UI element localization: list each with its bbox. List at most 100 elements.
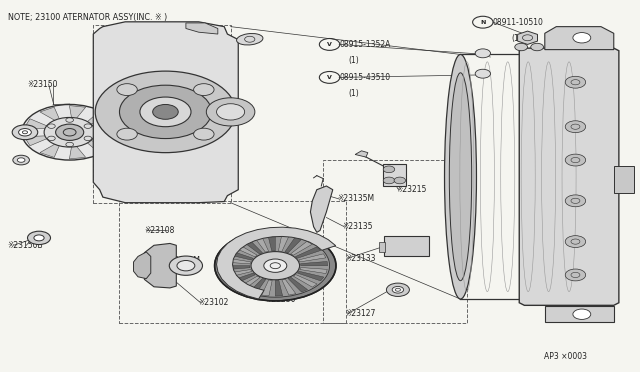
Ellipse shape (237, 33, 263, 45)
Ellipse shape (449, 73, 472, 281)
Polygon shape (300, 267, 327, 273)
Circle shape (17, 158, 25, 162)
Circle shape (117, 84, 138, 96)
Text: ※23150B: ※23150B (7, 241, 43, 250)
Circle shape (394, 177, 406, 184)
Polygon shape (262, 280, 272, 296)
Polygon shape (223, 266, 250, 270)
Text: (1): (1) (511, 34, 522, 43)
Polygon shape (255, 236, 269, 252)
Polygon shape (249, 279, 266, 294)
Polygon shape (243, 239, 262, 254)
Circle shape (153, 105, 178, 119)
Text: ※23118: ※23118 (145, 185, 175, 194)
Circle shape (565, 154, 586, 166)
Text: ※23135M: ※23135M (337, 195, 374, 203)
Polygon shape (186, 23, 218, 34)
Circle shape (573, 33, 591, 43)
Polygon shape (82, 112, 109, 126)
Polygon shape (278, 235, 289, 251)
Text: N: N (480, 20, 486, 25)
Polygon shape (216, 227, 336, 299)
Text: (1): (1) (349, 89, 360, 98)
Text: ※23120M: ※23120M (164, 256, 200, 264)
Polygon shape (296, 247, 321, 258)
Circle shape (177, 260, 195, 271)
Polygon shape (227, 250, 253, 260)
Bar (93, 25, 230, 203)
Text: AP3 ×0003: AP3 ×0003 (543, 352, 586, 361)
Text: ※23133: ※23133 (346, 254, 376, 263)
Bar (323, 160, 467, 323)
Text: ※23120: ※23120 (157, 137, 188, 146)
Polygon shape (268, 235, 275, 251)
Circle shape (475, 69, 490, 78)
Circle shape (475, 49, 490, 58)
Polygon shape (238, 276, 260, 290)
Text: ※23102: ※23102 (198, 298, 229, 307)
Text: V: V (327, 75, 332, 80)
Polygon shape (86, 128, 115, 137)
Text: 08915-1352A: 08915-1352A (339, 40, 390, 49)
Polygon shape (384, 236, 429, 256)
Ellipse shape (445, 54, 476, 299)
Bar (379, 242, 385, 251)
Text: ※23108: ※23108 (145, 226, 175, 235)
Circle shape (216, 104, 244, 120)
Text: ※23127: ※23127 (346, 310, 376, 318)
Polygon shape (301, 262, 328, 266)
Text: NOTE; 23100 ATERNATOR ASSY(INC. ※ ): NOTE; 23100 ATERNATOR ASSY(INC. ※ ) (8, 13, 168, 22)
Text: 08915-43510: 08915-43510 (339, 73, 390, 82)
Circle shape (194, 84, 214, 96)
Bar (614, 166, 634, 193)
Circle shape (565, 269, 586, 281)
Text: 08911-10510: 08911-10510 (492, 18, 543, 27)
Polygon shape (40, 107, 61, 124)
Circle shape (117, 128, 138, 140)
Polygon shape (230, 273, 255, 284)
Polygon shape (275, 280, 283, 296)
Text: (1): (1) (349, 56, 360, 65)
Polygon shape (291, 241, 312, 255)
Polygon shape (134, 252, 151, 279)
Circle shape (383, 177, 395, 184)
Circle shape (95, 71, 236, 153)
Text: ※23127A: ※23127A (540, 196, 576, 205)
Circle shape (565, 76, 586, 88)
Polygon shape (225, 270, 252, 278)
Circle shape (34, 235, 44, 241)
Circle shape (565, 195, 586, 207)
Polygon shape (545, 306, 614, 323)
Circle shape (206, 98, 255, 126)
Circle shape (221, 234, 330, 297)
Circle shape (565, 235, 586, 247)
Circle shape (140, 97, 191, 127)
Polygon shape (93, 22, 238, 203)
Circle shape (214, 231, 336, 301)
Polygon shape (69, 141, 86, 159)
Circle shape (12, 125, 38, 140)
Text: ※23135: ※23135 (342, 222, 373, 231)
Polygon shape (299, 254, 326, 262)
Polygon shape (518, 31, 538, 44)
Polygon shape (285, 237, 301, 253)
Circle shape (515, 43, 527, 51)
Circle shape (28, 231, 51, 244)
Circle shape (13, 155, 29, 165)
Polygon shape (383, 164, 406, 186)
Circle shape (56, 124, 84, 140)
Polygon shape (24, 135, 54, 146)
Circle shape (19, 129, 31, 136)
Polygon shape (355, 151, 368, 157)
Circle shape (565, 121, 586, 133)
Circle shape (383, 166, 395, 173)
Polygon shape (282, 279, 296, 295)
Polygon shape (82, 138, 109, 153)
Circle shape (264, 259, 287, 272)
Text: V: V (327, 42, 332, 47)
Circle shape (194, 128, 214, 140)
Polygon shape (145, 243, 176, 288)
Polygon shape (223, 258, 251, 264)
Circle shape (22, 105, 118, 160)
Text: ※23200: ※23200 (170, 74, 200, 83)
